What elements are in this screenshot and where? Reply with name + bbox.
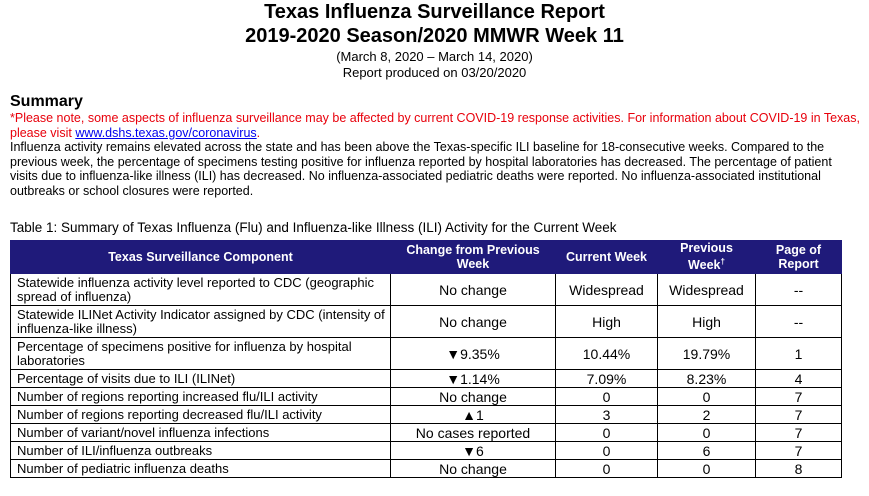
cell-change: No change [390, 273, 556, 306]
cell-page: 4 [755, 369, 842, 388]
report-title: Texas Influenza Surveillance Report [264, 1, 605, 23]
cell-current: 3 [555, 405, 658, 424]
cell-change: No change [390, 459, 556, 478]
cell-page: 7 [755, 441, 842, 460]
summary-text: *Please note, some aspects of influenza … [10, 111, 860, 199]
cell-current: 0 [555, 387, 658, 406]
covid-note: *Please note, some aspects of influenza … [10, 111, 860, 140]
covid-note-prefix: *Please note, some aspects of influenza … [10, 111, 860, 140]
report-produced-date: Report produced on 03/20/2020 [342, 65, 527, 80]
cell-previous: 6 [657, 441, 756, 460]
cell-previous: 0 [657, 459, 756, 478]
cell-previous: 19.79% [657, 337, 756, 370]
surveillance-table: Texas Surveillance Component Change from… [10, 240, 842, 478]
cell-change: ▲1 [390, 405, 556, 424]
cell-component: Statewide influenza activity level repor… [10, 273, 391, 306]
summary-heading: Summary [10, 93, 83, 110]
cell-page: 1 [755, 337, 842, 370]
header-previous-label: Previous Week [680, 241, 733, 273]
cell-current: 0 [555, 423, 658, 442]
table-row: Percentage of visits due to ILI (ILINet)… [10, 369, 842, 388]
table-header-row: Texas Surveillance Component Change from… [10, 240, 842, 274]
cell-component: Number of regions reporting decreased fl… [10, 405, 391, 424]
covid-note-suffix: . [256, 125, 261, 140]
cell-change: ▼9.35% [390, 337, 556, 370]
cell-change: No cases reported [390, 423, 556, 442]
cell-current: 10.44% [555, 337, 658, 370]
table-row: Number of regions reporting decreased fl… [10, 405, 842, 424]
table-row: Number of variant/novel influenza infect… [10, 423, 842, 442]
table-row: Percentage of specimens positive for inf… [10, 337, 842, 370]
cell-page: 8 [755, 459, 842, 478]
report-subtitle: 2019-2020 Season/2020 MMWR Week 11 [245, 25, 624, 47]
cell-change: No change [390, 387, 556, 406]
header-current: Current Week [555, 240, 658, 274]
table-row: Statewide ILINet Activity Indicator assi… [10, 305, 842, 338]
header-previous: Previous Week† [657, 240, 756, 274]
cell-page: -- [755, 273, 842, 306]
cell-current: High [555, 305, 658, 338]
cell-previous: High [657, 305, 756, 338]
cell-component: Percentage of visits due to ILI (ILINet) [10, 369, 391, 388]
header-change: Change from Previous Week [390, 240, 556, 274]
cell-previous: Widespread [657, 273, 756, 306]
cell-page: -- [755, 305, 842, 338]
cell-component: Percentage of specimens positive for inf… [10, 337, 391, 370]
cell-page: 7 [755, 423, 842, 442]
report-dates: (March 8, 2020 – March 14, 2020) [336, 49, 533, 64]
cell-previous: 2 [657, 405, 756, 424]
header-previous-mark: † [720, 257, 725, 267]
cell-previous: 0 [657, 423, 756, 442]
table-row: Number of pediatric influenza deaths No … [10, 459, 842, 478]
summary-body: Influenza activity remains elevated acro… [10, 140, 832, 198]
cell-component: Number of ILI/influenza outbreaks [10, 441, 391, 460]
header-page: Page of Report [755, 240, 842, 274]
cell-current: 7.09% [555, 369, 658, 388]
cell-change: ▼1.14% [390, 369, 556, 388]
table-row: Number of regions reporting increased fl… [10, 387, 842, 406]
cell-change: No change [390, 305, 556, 338]
cell-page: 7 [755, 405, 842, 424]
table-caption: Table 1: Summary of Texas Influenza (Flu… [10, 220, 617, 235]
covid-link[interactable]: www.dshs.texas.gov/coronavirus [75, 125, 257, 140]
header-component: Texas Surveillance Component [10, 240, 391, 274]
cell-component: Number of pediatric influenza deaths [10, 459, 391, 478]
cell-component: Number of variant/novel influenza infect… [10, 423, 391, 442]
cell-current: 0 [555, 459, 658, 478]
cell-component: Statewide ILINet Activity Indicator assi… [10, 305, 391, 338]
cell-current: Widespread [555, 273, 658, 306]
cell-page: 7 [755, 387, 842, 406]
cell-previous: 0 [657, 387, 756, 406]
table-row: Statewide influenza activity level repor… [10, 273, 842, 306]
cell-change: ▼6 [390, 441, 556, 460]
cell-component: Number of regions reporting increased fl… [10, 387, 391, 406]
table-row: Number of ILI/influenza outbreaks ▼6 0 6… [10, 441, 842, 460]
cell-current: 0 [555, 441, 658, 460]
cell-previous: 8.23% [657, 369, 756, 388]
